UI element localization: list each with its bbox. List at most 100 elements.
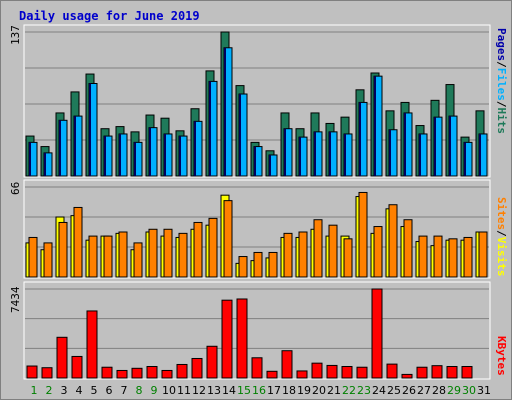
day-label-14: 14 <box>222 384 236 397</box>
pages-bar-day-8 <box>134 142 136 176</box>
pages-bar-day-4 <box>74 116 76 176</box>
pages-bar-day-29 <box>449 116 451 176</box>
day-label-29: 29 <box>447 384 461 397</box>
pages-bar-day-5 <box>89 83 91 176</box>
day-label-21: 21 <box>327 384 341 397</box>
kbytes-bar-day-9 <box>146 366 158 379</box>
legend-part: / <box>495 61 508 68</box>
pages-bar-day-6 <box>104 136 106 176</box>
pages-bar-day-9 <box>149 127 151 176</box>
pages-bar-day-24 <box>374 76 376 176</box>
sites-bar-day-22 <box>343 238 353 278</box>
day-label-11: 11 <box>177 384 191 397</box>
kbytes-bar-day-11 <box>176 363 188 379</box>
day-label-17: 17 <box>267 384 281 397</box>
kbytes-bar-day-4 <box>71 355 83 379</box>
legend-part: Pages <box>495 28 508 61</box>
day-label-6: 6 <box>106 384 113 397</box>
kbytes-bar-day-13 <box>206 345 218 379</box>
kbytes-bar-day-20 <box>311 362 323 379</box>
day-label-3: 3 <box>61 384 68 397</box>
sites-bar-day-13 <box>208 217 218 278</box>
day-label-4: 4 <box>76 384 83 397</box>
sites-bar-day-31 <box>478 231 488 278</box>
pages-bar-day-17 <box>269 154 271 176</box>
sites-bar-day-25 <box>388 204 398 278</box>
sites-bar-day-28 <box>433 235 443 278</box>
kbytes-bar-day-30 <box>461 366 473 379</box>
day-label-31: 31 <box>477 384 491 397</box>
sites-bar-day-5 <box>88 235 98 278</box>
day-label-2: 2 <box>46 384 53 397</box>
sites-bar-day-9 <box>148 228 158 278</box>
x-axis-day-labels: 1 2 3 4 5 6 7 8 9 10 11 12 13 14 15 16 17 18 19 20 21 22 23 24 2… <box>31 384 492 397</box>
legend-kbytes: KBytes <box>495 336 508 376</box>
sites-bar-day-15 <box>238 256 248 278</box>
sites-bar-day-29 <box>448 238 458 278</box>
day-label-28: 28 <box>432 384 446 397</box>
pages-bar-day-31 <box>479 133 481 176</box>
sites-bar-day-2 <box>43 242 53 278</box>
kbytes-bar-day-8 <box>131 367 143 379</box>
sites-bar-day-7 <box>118 231 128 278</box>
kbytes-bar-day-26 <box>401 373 413 379</box>
bars-hits-files-pages <box>25 31 488 177</box>
legend-part: Sites <box>495 197 508 230</box>
sites-bar-day-18 <box>283 232 293 278</box>
day-label-1: 1 <box>31 384 38 397</box>
sites-bar-day-4 <box>73 206 83 278</box>
legend-part: / <box>495 101 508 108</box>
day-label-23: 23 <box>357 384 371 397</box>
pages-bar-day-3 <box>59 120 61 176</box>
ymax-label-visits: 66 <box>9 182 22 195</box>
kbytes-bar-day-7 <box>116 369 128 379</box>
kbytes-bar-day-6 <box>101 366 113 379</box>
sites-bar-day-30 <box>463 236 473 278</box>
kbytes-bar-day-18 <box>281 350 293 379</box>
day-label-24: 24 <box>372 384 386 397</box>
sites-bar-day-3 <box>58 221 68 278</box>
day-label-30: 30 <box>462 384 476 397</box>
pages-bar-day-14 <box>224 47 226 177</box>
sites-bar-day-11 <box>178 232 188 278</box>
sites-bar-day-17 <box>268 251 278 278</box>
pages-bar-day-20 <box>314 131 316 176</box>
ymax-label-kbytes: 7434 <box>9 286 22 313</box>
bars-kbytes <box>26 288 473 379</box>
legend-part: Visits <box>495 237 508 277</box>
day-label-9: 9 <box>151 384 158 397</box>
day-label-27: 27 <box>417 384 431 397</box>
pages-bar-day-13 <box>209 81 211 176</box>
kbytes-bar-day-14 <box>221 299 233 379</box>
pages-bar-day-10 <box>164 133 166 176</box>
pages-bar-day-26 <box>404 112 406 176</box>
pages-bar-day-11 <box>179 136 181 176</box>
kbytes-bar-day-21 <box>326 364 338 379</box>
pages-bar-day-28 <box>434 117 436 176</box>
kbytes-bar-day-3 <box>56 336 68 379</box>
pages-bar-day-18 <box>284 128 286 176</box>
sites-bar-day-12 <box>193 221 203 278</box>
sites-bar-day-16 <box>253 251 263 278</box>
sites-bar-day-19 <box>298 231 308 278</box>
kbytes-bar-day-25 <box>386 363 398 379</box>
legend-part: KBytes <box>495 336 508 376</box>
day-label-7: 7 <box>121 384 128 397</box>
grid-kbytes <box>25 288 489 349</box>
legend-visits-sites: Sites/Visits <box>495 197 508 277</box>
day-label-16: 16 <box>252 384 266 397</box>
day-label-5: 5 <box>91 384 98 397</box>
sites-bar-day-14 <box>223 200 233 278</box>
kbytes-bar-day-5 <box>86 310 98 379</box>
pages-bar-day-15 <box>239 94 241 176</box>
day-label-8: 8 <box>136 384 143 397</box>
sites-bar-day-23 <box>358 191 368 278</box>
kbytes-bar-day-19 <box>296 370 308 379</box>
legend-part: Files <box>495 68 508 101</box>
kbytes-bar-day-2 <box>41 367 53 379</box>
pages-bar-day-12 <box>194 121 196 176</box>
sites-bar-day-6 <box>103 235 113 278</box>
pages-bar-day-27 <box>419 133 421 176</box>
legend-part: Hits <box>495 108 508 135</box>
